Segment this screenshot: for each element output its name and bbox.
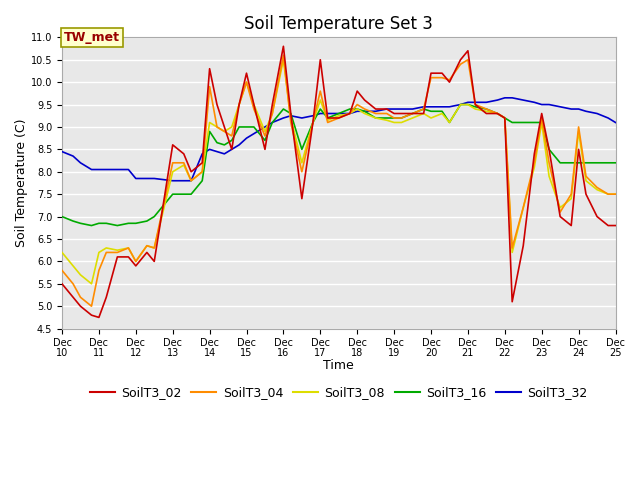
Text: TW_met: TW_met	[64, 31, 120, 44]
Legend: SoilT3_02, SoilT3_04, SoilT3_08, SoilT3_16, SoilT3_32: SoilT3_02, SoilT3_04, SoilT3_08, SoilT3_…	[84, 382, 593, 405]
Y-axis label: Soil Temperature (C): Soil Temperature (C)	[15, 119, 28, 247]
Title: Soil Temperature Set 3: Soil Temperature Set 3	[244, 15, 433, 33]
X-axis label: Time: Time	[323, 359, 354, 372]
